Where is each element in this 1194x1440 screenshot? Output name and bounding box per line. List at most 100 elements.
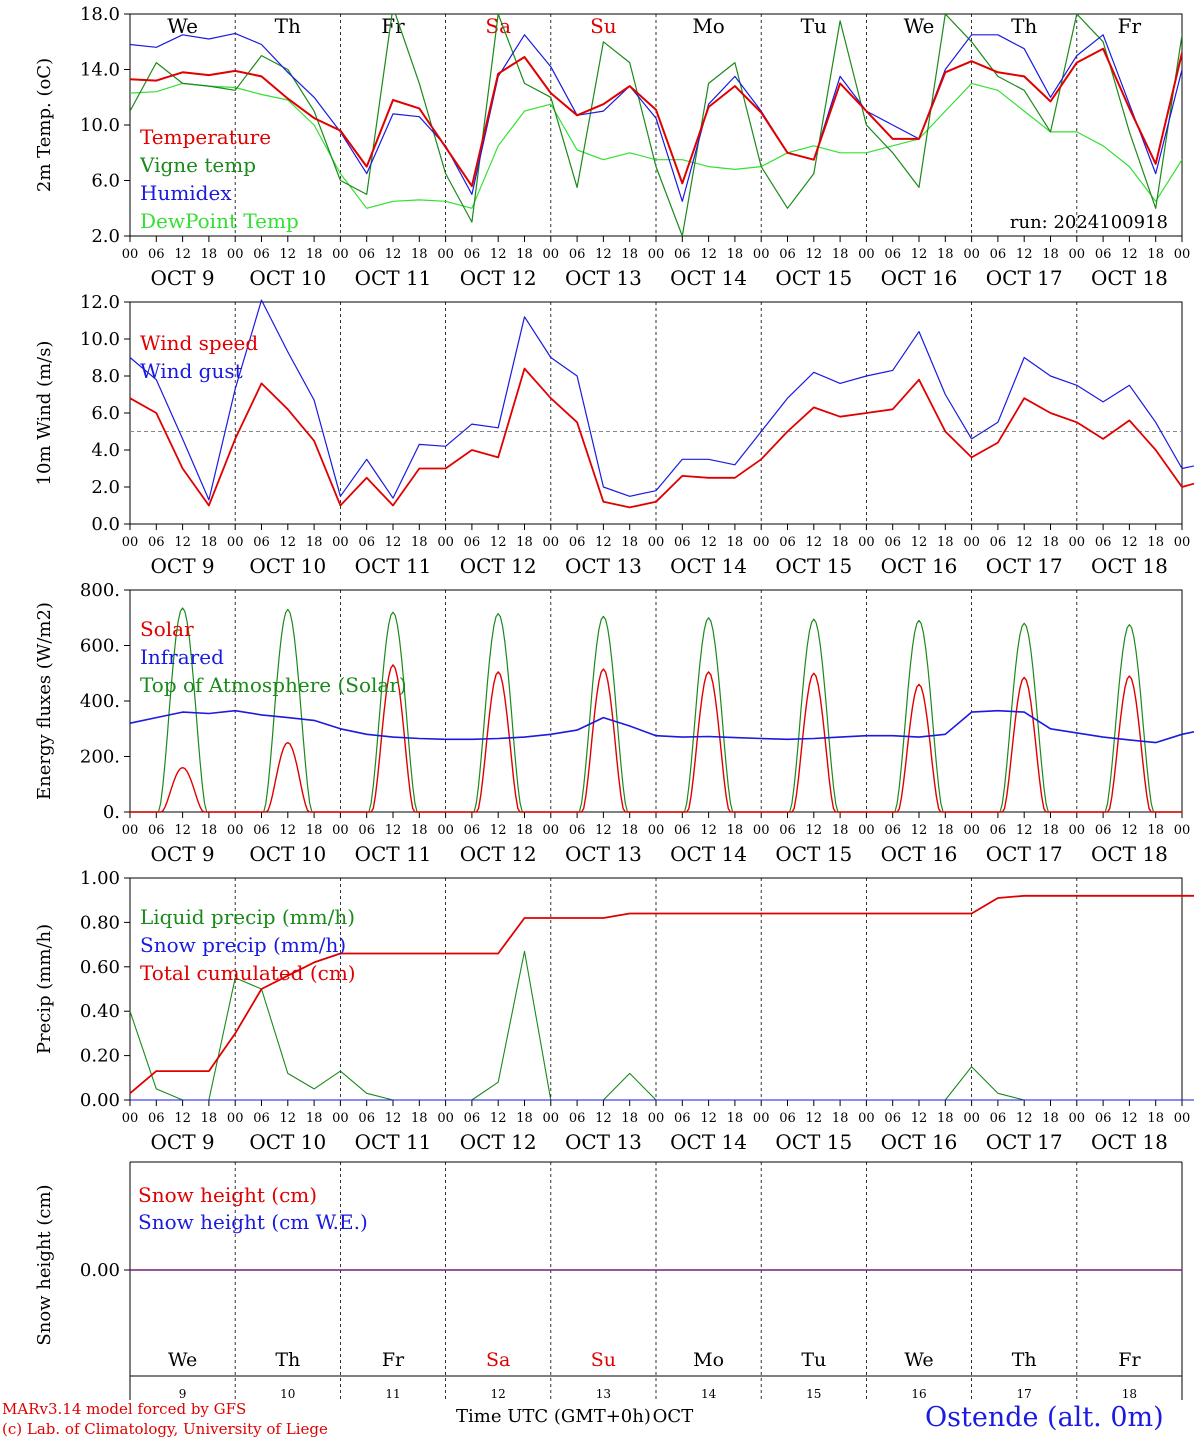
legend-entry: Total cumulated (cm): [140, 961, 356, 985]
x-tick-label: 18: [306, 823, 323, 838]
day-number-label: 15: [806, 1387, 821, 1401]
x-tick-label: 00: [963, 535, 980, 550]
x-tick-label: 12: [806, 247, 823, 262]
x-tick-label: 06: [779, 535, 796, 550]
day-label: OCT 13: [565, 842, 642, 866]
x-tick-label: 12: [490, 247, 507, 262]
x-tick-label: 18: [621, 247, 638, 262]
y-axis-label: Energy fluxes (W/m2): [34, 602, 55, 800]
x-tick-label: 06: [253, 1111, 270, 1126]
day-number-label: 14: [701, 1387, 717, 1401]
day-number-label: 10: [280, 1387, 295, 1401]
x-tick-label: 06: [674, 535, 691, 550]
y-tick-label: 6.0: [91, 171, 120, 192]
y-tick-label: 600.: [80, 636, 120, 657]
y-tick-label: 10.0: [80, 329, 120, 350]
x-tick-label: 18: [306, 1111, 323, 1126]
day-label: OCT 17: [986, 842, 1063, 866]
weekday-label: Fr: [1118, 1349, 1141, 1371]
x-tick-label: 00: [437, 535, 454, 550]
weekday-label: We: [904, 1349, 933, 1371]
day-label: OCT 13: [565, 266, 642, 290]
x-tick-label: 12: [174, 247, 191, 262]
x-tick-label: 18: [621, 535, 638, 550]
day-label: OCT 16: [881, 554, 958, 578]
y-axis-label: Snow height (cm): [34, 1184, 55, 1345]
x-tick-label: 12: [911, 823, 928, 838]
series-line-wind-speed: [129, 367, 1194, 509]
x-tick-label: 00: [332, 247, 349, 262]
weekday-label: Sa: [486, 1349, 510, 1371]
y-tick-label: 2.0: [91, 226, 120, 247]
legend-entry: Wind gust: [140, 359, 243, 383]
x-tick-label: 12: [280, 823, 297, 838]
y-tick-label: 0.: [103, 802, 120, 823]
x-tick-label: 18: [201, 247, 218, 262]
x-tick-label: 12: [385, 1111, 402, 1126]
day-number-label: 16: [911, 1387, 926, 1401]
x-tick-label: 12: [1016, 823, 1033, 838]
x-tick-label: 06: [884, 1111, 901, 1126]
y-axis-label: 10m Wind (m/s): [34, 341, 55, 486]
weekday-label: We: [167, 14, 198, 38]
footer-time-axis-label: Time UTC (GMT+0h) OCT: [456, 1406, 693, 1427]
x-tick-label: 06: [148, 1111, 165, 1126]
x-tick-label: 12: [1016, 1111, 1033, 1126]
x-tick-label: 12: [595, 823, 612, 838]
x-tick-label: 12: [595, 1111, 612, 1126]
x-tick-label: 00: [122, 535, 139, 550]
day-label: OCT 12: [460, 1130, 537, 1154]
run-label: run: 2024100918: [1010, 212, 1168, 233]
x-tick-label: 12: [595, 535, 612, 550]
x-tick-label: 00: [332, 535, 349, 550]
x-tick-label: 18: [832, 823, 849, 838]
series-line-dewpoint-temp: [130, 82, 1182, 209]
day-label: OCT 15: [775, 266, 852, 290]
day-label: OCT 9: [151, 266, 215, 290]
x-tick-label: 00: [227, 1111, 244, 1126]
x-tick-label: 06: [779, 247, 796, 262]
weekday-label: We: [168, 1349, 197, 1371]
x-tick-label: 06: [253, 823, 270, 838]
y-tick-label: 0.60: [80, 957, 120, 978]
y-tick-label: 18.0: [80, 4, 120, 25]
day-label: OCT 10: [249, 554, 326, 578]
footer-model-credit: MARv3.14 model forced by GFS: [2, 1400, 247, 1418]
x-tick-label: 06: [779, 823, 796, 838]
weekday-label: Fr: [381, 14, 405, 38]
y-axis-label: 2m Temp. (oC): [34, 58, 55, 192]
y-tick-label: 14.0: [80, 60, 120, 81]
day-label: OCT 18: [1091, 554, 1168, 578]
x-tick-label: 06: [464, 1111, 481, 1126]
x-tick-label: 12: [1121, 823, 1138, 838]
legend-entry: Wind speed: [140, 331, 258, 355]
x-tick-label: 12: [1121, 1111, 1138, 1126]
x-tick-label: 00: [753, 1111, 770, 1126]
x-tick-label: 00: [963, 823, 980, 838]
day-number-label: 18: [1122, 1387, 1137, 1401]
x-tick-label: 18: [516, 823, 533, 838]
day-label: OCT 11: [355, 266, 432, 290]
day-label: OCT 17: [986, 266, 1063, 290]
y-tick-label: 0.00: [80, 1090, 120, 1111]
day-label: OCT 10: [249, 266, 326, 290]
x-tick-label: 00: [437, 247, 454, 262]
x-tick-label: 12: [700, 247, 717, 262]
x-tick-label: 12: [385, 823, 402, 838]
x-tick-label: 12: [911, 535, 928, 550]
x-tick-label: 06: [358, 247, 375, 262]
series-line-temperature: [130, 47, 1182, 188]
weekday-label: Th: [1011, 14, 1037, 38]
x-tick-label: 18: [201, 535, 218, 550]
day-label: OCT 12: [460, 266, 537, 290]
x-tick-label: 12: [385, 535, 402, 550]
day-label: OCT 18: [1091, 266, 1168, 290]
day-label: OCT 16: [881, 842, 958, 866]
x-tick-label: 12: [700, 1111, 717, 1126]
x-tick-label: 00: [648, 535, 665, 550]
day-label: OCT 9: [151, 554, 215, 578]
x-tick-label: 12: [700, 535, 717, 550]
day-label: OCT 14: [670, 1130, 747, 1154]
legend-entry: Snow precip (mm/h): [140, 933, 346, 957]
time-axis-month: OCT: [652, 1406, 694, 1427]
